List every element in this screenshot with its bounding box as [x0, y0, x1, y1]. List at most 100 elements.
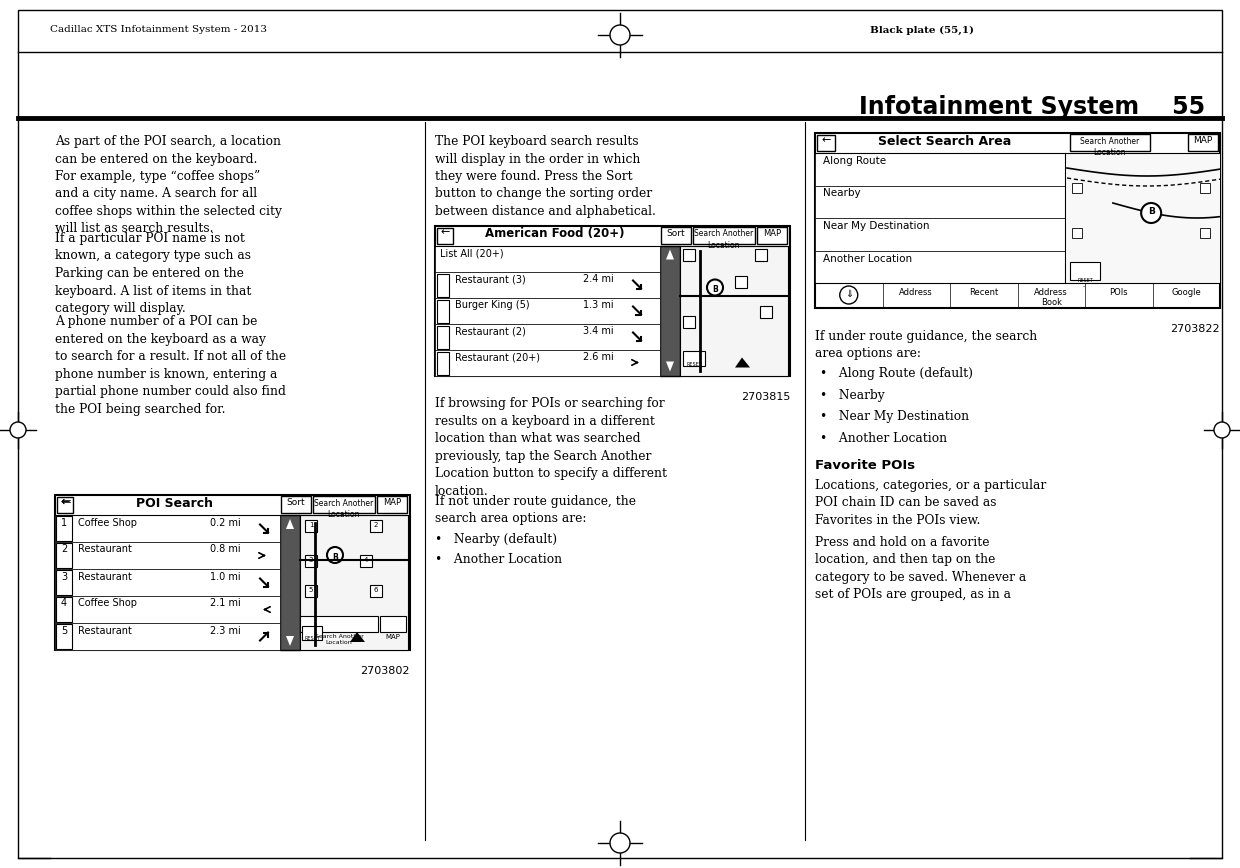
Bar: [435, 324, 660, 350]
Text: 3: 3: [61, 571, 67, 582]
Bar: [683, 351, 706, 365]
Text: Black plate (55,1): Black plate (55,1): [870, 25, 973, 35]
Text: •   Along Route (default): • Along Route (default): [820, 367, 973, 380]
Bar: [660, 246, 680, 376]
Circle shape: [839, 286, 858, 304]
Text: 0.8 mi: 0.8 mi: [210, 544, 241, 555]
Circle shape: [707, 279, 723, 295]
Text: 2.3 mi: 2.3 mi: [210, 626, 241, 635]
Bar: [435, 298, 660, 324]
Text: •   Nearby: • Nearby: [820, 389, 884, 402]
Bar: [305, 585, 317, 597]
Bar: [436, 352, 449, 374]
Text: 2.1 mi: 2.1 mi: [210, 599, 241, 608]
Bar: [303, 626, 322, 640]
Circle shape: [1141, 203, 1161, 223]
Bar: [280, 515, 300, 650]
Bar: [661, 227, 691, 244]
Bar: [436, 299, 449, 323]
Bar: [815, 218, 1065, 251]
Text: •   Near My Destination: • Near My Destination: [820, 410, 970, 423]
Text: MAP: MAP: [1193, 136, 1213, 145]
Text: 5: 5: [61, 626, 67, 635]
Text: If browsing for POIs or searching for
results on a keyboard in a different
locat: If browsing for POIs or searching for re…: [435, 398, 667, 498]
Text: Along Route: Along Route: [823, 156, 887, 166]
Text: POIs: POIs: [1110, 288, 1128, 297]
Text: Press and hold on a favorite
location, and then tap on the
category to be saved.: Press and hold on a favorite location, a…: [815, 536, 1027, 601]
Bar: [370, 585, 382, 597]
Circle shape: [10, 422, 26, 438]
Text: ←: ←: [61, 497, 69, 507]
Bar: [815, 186, 1065, 218]
Circle shape: [1214, 422, 1230, 438]
Bar: [56, 543, 72, 568]
Text: 6: 6: [373, 587, 378, 593]
Text: Restaurant (2): Restaurant (2): [455, 326, 526, 336]
Text: 0.2 mi: 0.2 mi: [210, 517, 241, 528]
Bar: [1188, 134, 1218, 151]
Bar: [680, 246, 787, 376]
Bar: [436, 227, 453, 244]
Text: If a particular POI name is not
known, a category type such as
Parking can be en: If a particular POI name is not known, a…: [55, 232, 252, 315]
Text: List All (20+): List All (20+): [440, 248, 503, 258]
Bar: [57, 497, 73, 513]
Text: American Food (20+): American Food (20+): [485, 227, 625, 240]
Bar: [1070, 134, 1149, 151]
Bar: [55, 623, 280, 650]
Text: 1.0 mi: 1.0 mi: [210, 571, 241, 582]
Circle shape: [610, 25, 630, 45]
Text: RESET
--: RESET --: [1078, 278, 1092, 289]
Bar: [817, 135, 835, 151]
Text: Near My Destination: Near My Destination: [823, 221, 930, 231]
Text: ←: ←: [440, 227, 450, 238]
Text: 2.4 mi: 2.4 mi: [583, 274, 614, 284]
Text: •   Nearby (default): • Nearby (default): [435, 534, 557, 547]
Text: Address
Book: Address Book: [1034, 288, 1068, 307]
Text: Coffee Shop: Coffee Shop: [78, 599, 136, 608]
Text: Select Search Area: Select Search Area: [878, 135, 1012, 148]
Polygon shape: [735, 358, 750, 367]
Text: Restaurant: Restaurant: [78, 571, 131, 582]
Text: If under route guidance, the search
area options are:: If under route guidance, the search area…: [815, 330, 1037, 360]
Bar: [55, 515, 280, 542]
Bar: [305, 555, 317, 567]
Text: Search Another
Location: Search Another Location: [315, 499, 373, 519]
Bar: [683, 248, 694, 260]
Text: 2703815: 2703815: [740, 391, 790, 402]
Text: 1: 1: [309, 522, 314, 528]
Text: B: B: [712, 286, 718, 294]
Bar: [435, 226, 790, 376]
Text: A phone number of a POI can be
entered on the keyboard as a way
to search for a : A phone number of a POI can be entered o…: [55, 315, 286, 416]
Bar: [815, 133, 1220, 308]
Bar: [1070, 262, 1100, 280]
Bar: [1200, 183, 1210, 193]
Polygon shape: [666, 249, 675, 260]
Text: ←: ←: [821, 135, 831, 145]
Text: POI Search: POI Search: [136, 497, 213, 510]
Bar: [55, 596, 280, 623]
Text: 3.4 mi: 3.4 mi: [583, 326, 614, 336]
Text: Restaurant (3): Restaurant (3): [455, 274, 526, 284]
Text: As part of the POI search, a location
can be entered on the keyboard.
For exampl: As part of the POI search, a location ca…: [55, 135, 281, 235]
Text: MAP: MAP: [383, 498, 401, 507]
Bar: [1073, 183, 1083, 193]
Text: Favorite POIs: Favorite POIs: [815, 459, 915, 472]
Circle shape: [327, 547, 343, 563]
Bar: [1066, 153, 1220, 283]
Circle shape: [610, 833, 630, 853]
Text: Restaurant: Restaurant: [78, 544, 131, 555]
Text: Nearby: Nearby: [823, 188, 861, 199]
Text: 2703802: 2703802: [361, 666, 410, 676]
Text: 5: 5: [309, 587, 314, 593]
Polygon shape: [666, 361, 675, 372]
Text: The POI keyboard search results
will display in the order in which
they were fou: The POI keyboard search results will dis…: [435, 135, 656, 218]
Bar: [435, 246, 660, 272]
Bar: [815, 251, 1065, 283]
Text: •   Another Location: • Another Location: [820, 431, 947, 444]
Text: 2703822: 2703822: [1171, 324, 1220, 334]
Text: Another Location: Another Location: [823, 253, 913, 264]
Bar: [760, 306, 773, 318]
Text: 4: 4: [363, 557, 368, 563]
Bar: [56, 624, 72, 649]
Text: Burger King (5): Burger King (5): [455, 300, 529, 310]
